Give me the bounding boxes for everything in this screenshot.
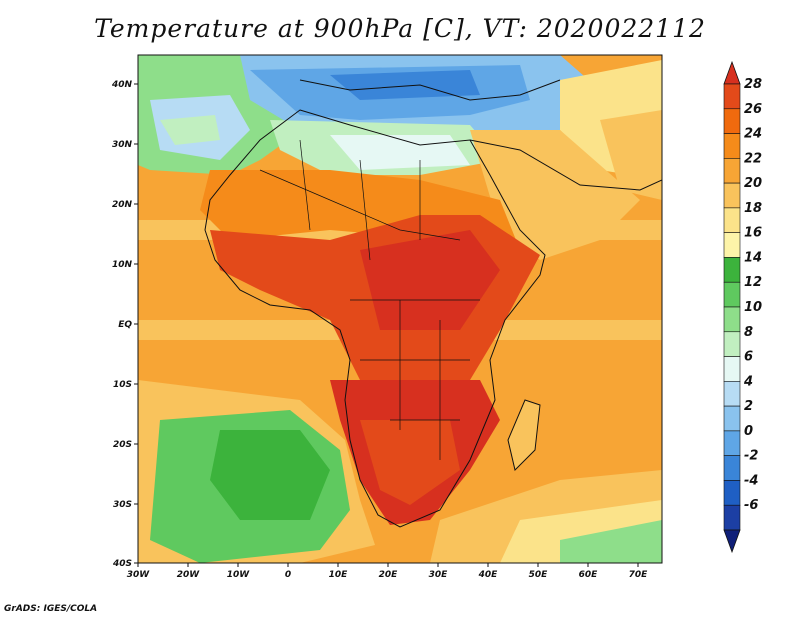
lon-tick-label: 10W: [227, 570, 251, 580]
colorbar-label: 6: [744, 350, 753, 365]
colorbar-segment: [723, 405, 741, 432]
grads-credit: GrADS: IGES/COLA: [4, 604, 98, 614]
colorbar-segment: [723, 257, 741, 283]
lat-tick-label: 10N: [112, 260, 133, 270]
colorbar-segment: [723, 480, 741, 506]
colorbar-segment: [723, 381, 741, 407]
colorbar-label: 24: [744, 127, 762, 142]
colorbar-top-arrow: [723, 60, 741, 85]
colorbar-segment: [723, 331, 741, 357]
colorbar-segment: [723, 504, 741, 531]
colorbar-segment: [723, 83, 741, 110]
colorbar-label: 0: [744, 424, 753, 439]
colorbar-label: 26: [744, 102, 762, 117]
colorbar-segment: [723, 430, 741, 456]
lon-tick-label: 10E: [329, 570, 349, 580]
lon-tick-label: 30E: [429, 570, 449, 580]
lat-tick-label: 20N: [112, 200, 133, 210]
lat-tick-label: 40N: [111, 80, 133, 90]
madagascar-coastline: [507, 399, 541, 471]
colorbar-segment: [723, 182, 741, 209]
lon-tick-label: 70E: [629, 570, 649, 580]
lon-tick-label: 60E: [579, 570, 599, 580]
arabia: [470, 130, 640, 260]
lat-tick-label: 30S: [113, 500, 132, 510]
colorbar-label: 22: [744, 151, 762, 166]
colorbar-segment: [723, 232, 741, 258]
colorbar-label: -6: [744, 498, 758, 513]
colorbar-segment: [723, 158, 741, 184]
country-borders: [259, 139, 480, 460]
colorbar-segment: [723, 306, 741, 333]
colorbar-segment: [723, 207, 741, 233]
europe-coastline: [299, 79, 561, 101]
lat-tick-label: 10S: [113, 380, 132, 390]
arabia-coastline: [469, 139, 662, 191]
lon-tick-label: 50E: [529, 570, 549, 580]
colorbar-label: -4: [744, 473, 758, 488]
lat-tick-label: EQ: [118, 320, 132, 330]
colorbar-bottom-arrow: [723, 529, 741, 554]
colorbar-segment: [723, 133, 741, 159]
colorbar: [723, 60, 741, 554]
colorbar-label: 8: [744, 325, 753, 340]
colorbar-label: 18: [744, 201, 762, 216]
colorbar-label: 28: [744, 77, 762, 92]
africa-coastline: [204, 109, 546, 528]
lon-tick-label: 40E: [478, 570, 499, 580]
colorbar-label: 20: [744, 176, 762, 191]
lat-tick-label: 20S: [113, 440, 132, 450]
colorbar-label: 12: [744, 275, 762, 290]
lat-tick-label: 40S: [112, 559, 132, 569]
colorbar-segment: [723, 108, 741, 134]
colorbar-label: -2: [744, 449, 758, 464]
lon-tick-label: 30W: [127, 570, 151, 580]
colorbar-label: 14: [744, 250, 762, 265]
colorbar-segment: [723, 281, 741, 308]
lon-tick-label: 0: [285, 570, 291, 580]
colorbar-label: 2: [744, 399, 753, 414]
colorbar-segment: [723, 455, 741, 481]
temperature-field: [138, 55, 662, 563]
lon-tick-label: 20W: [177, 570, 201, 580]
map-frame: [137, 54, 663, 564]
colorbar-label: 10: [744, 300, 762, 315]
lon-tick-label: 20E: [379, 570, 399, 580]
colorbar-label: 16: [744, 226, 762, 241]
latitude-axis: 40N 30N 20N 10N EQ 10S 20S 30S 40S: [111, 80, 138, 569]
map-title: Temperature at 900hPa [C], VT: 202002211…: [94, 14, 706, 43]
lat-tick-label: 30N: [112, 140, 133, 150]
colorbar-segment: [723, 356, 741, 382]
longitude-axis: 30W 20W 10W 0 10E 20E 30E 40E 50E 60E 70E: [127, 563, 648, 580]
colorbar-label: 4: [743, 374, 753, 389]
